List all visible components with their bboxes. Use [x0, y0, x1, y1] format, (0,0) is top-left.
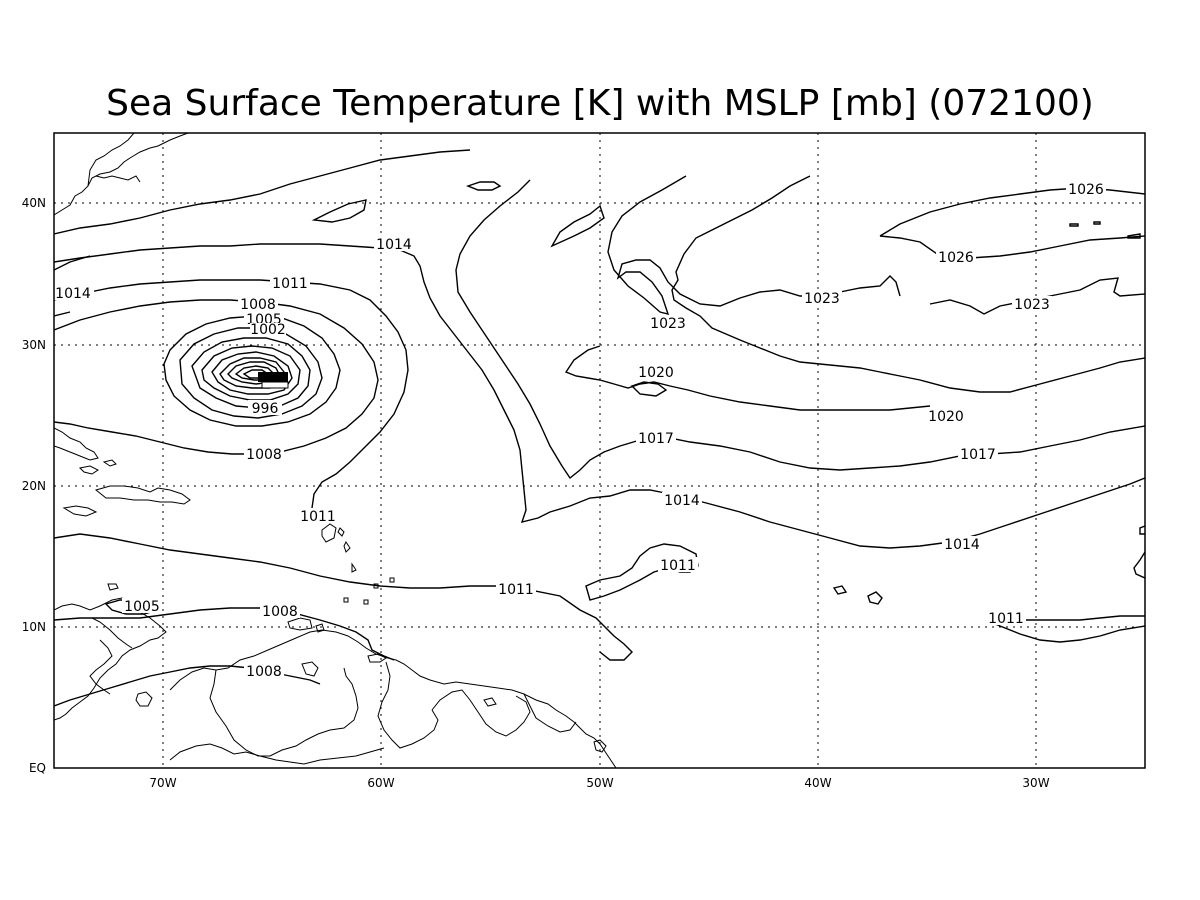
isobar-small-loop-2	[465, 181, 502, 191]
contour-label: 1020	[638, 365, 674, 381]
contour-label: 1026	[1068, 182, 1104, 198]
lat-tick-label: EQ	[29, 761, 46, 775]
border-brazil-south	[169, 743, 385, 765]
island-lesser-antilles-a	[321, 523, 337, 543]
isobar-1011-right-edge	[1133, 525, 1145, 579]
island-cuba	[54, 427, 99, 461]
contour-label: 1011	[498, 582, 534, 598]
isobar-west-short	[54, 255, 91, 317]
isobar-999	[191, 337, 311, 409]
island-lake-guri	[483, 697, 497, 707]
isobar-1020	[671, 175, 1145, 393]
contour-label: 1026	[938, 250, 974, 266]
coastline-gulf-maine	[95, 175, 141, 183]
coastline-north-america	[54, 133, 189, 216]
contour-label: 1017	[960, 447, 996, 463]
border-venezuela-guyana	[377, 661, 439, 749]
longitude-axis: 70W 60W 50W 40W 30W	[149, 776, 1049, 790]
isobar-1002	[179, 327, 323, 419]
coastline-central-america-inner	[89, 617, 133, 695]
isobar-996	[201, 345, 301, 401]
isobar-1026-west	[879, 235, 1145, 259]
lat-tick-label: 20N	[22, 479, 46, 493]
contour-label: 1008	[246, 664, 282, 680]
isobar-small-loop-4	[832, 585, 848, 595]
contour-label: 1011	[660, 558, 696, 574]
lat-tick-label: 30N	[22, 338, 46, 352]
lon-tick-label: 60W	[367, 776, 394, 790]
isobar-1017	[455, 179, 1145, 480]
contour-label: 1014	[944, 537, 980, 553]
island-amazon-mouth	[593, 739, 607, 753]
isobar-1023-loop	[550, 204, 605, 248]
contour-labels: 1026 1026 1023 1023 1023 1020 1020 1017 …	[54, 181, 1106, 680]
contour-label: 1014	[664, 493, 700, 509]
contour-label: 1011	[988, 611, 1024, 627]
island-hispaniola	[94, 485, 191, 505]
contour-label: 1020	[928, 409, 964, 425]
isobar-1011-north	[54, 279, 409, 517]
lat-tick-label: 10N	[22, 620, 46, 634]
islands-small-caribbean	[343, 577, 395, 605]
contour-label: 1011	[272, 276, 308, 292]
isobar-1014-arc	[54, 243, 1145, 549]
island-lesser-antilles-b	[337, 527, 357, 573]
isobar-1014-north	[54, 149, 471, 235]
island-puerto-rico	[62, 505, 98, 517]
coastline-south-america-north	[169, 629, 617, 768]
isobar-small-loop-3	[630, 381, 668, 397]
contour-label: 1014	[55, 286, 91, 302]
isobar-small-loop-1	[311, 199, 367, 223]
contour-label: 996	[252, 401, 279, 417]
isobar-1005	[163, 315, 341, 427]
latitude-axis: EQ 10N 20N 30N 40N	[22, 196, 46, 775]
isobar-1011-south	[54, 533, 633, 661]
island-margarita	[367, 653, 387, 663]
isobar-993	[211, 351, 293, 395]
lake-maracaibo	[301, 661, 319, 677]
contour-label: 1008	[262, 604, 298, 620]
contour-label: 1002	[250, 322, 286, 338]
isobar-1011-east-b	[985, 619, 1145, 643]
isobar-1023-mid	[607, 175, 901, 315]
lon-tick-label: 50W	[586, 776, 613, 790]
cyclone-center-marker	[258, 372, 288, 382]
lat-tick-label: 40N	[22, 196, 46, 210]
isobar-1008-outer	[54, 299, 379, 455]
contour-label: 1008	[246, 447, 282, 463]
map-title: Sea Surface Temperature [K] with MSLP [m…	[106, 83, 1094, 124]
coastlines	[54, 133, 617, 768]
contour-label: 1014	[376, 237, 412, 253]
border-suriname-french-guiana	[523, 693, 577, 733]
map-panel: 1026 1026 1023 1023 1023 1020 1020 1017 …	[53, 132, 1146, 769]
contour-label: 1023	[1014, 297, 1050, 313]
map-frame	[53, 132, 1146, 769]
contour-label: 1023	[804, 291, 840, 307]
lon-tick-label: 30W	[1022, 776, 1049, 790]
coastline-central-america	[54, 597, 167, 721]
border-guyana-suriname	[431, 689, 531, 737]
island-grenada	[315, 623, 325, 633]
coastline-new-england	[87, 133, 135, 187]
isobar-small-loop-5	[867, 591, 883, 605]
contour-label: 1008	[240, 297, 276, 313]
lon-tick-label: 40W	[804, 776, 831, 790]
contour-label: 1005	[124, 599, 160, 615]
contour-label: 1017	[638, 431, 674, 447]
island-jamaica-outline	[135, 691, 153, 707]
contour-label: 1011	[300, 509, 336, 525]
border-colombia-venezuela	[209, 667, 359, 757]
isobar-1020-west	[564, 345, 931, 411]
island-bahamas	[78, 459, 117, 475]
isobar-small-loop-6	[1069, 221, 1141, 239]
island-cayman	[107, 583, 119, 591]
lon-tick-label: 70W	[149, 776, 176, 790]
contour-label: 1023	[650, 316, 686, 332]
cyclone-center-box	[261, 381, 289, 389]
